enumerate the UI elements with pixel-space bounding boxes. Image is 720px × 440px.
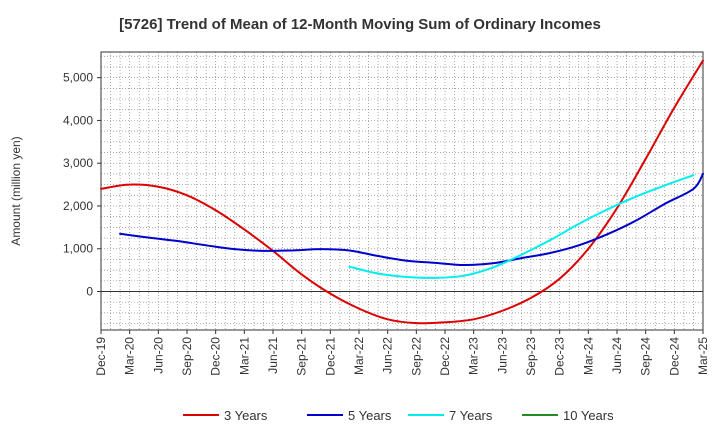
y-tick-label: 5,000 [63, 71, 93, 85]
plot-background [101, 52, 703, 330]
x-tick-label: Jun-24 [610, 337, 624, 374]
x-tick-label: Jun-22 [381, 337, 395, 374]
series-line-3-years [100, 59, 704, 325]
x-tick-label: Mar-25 [696, 337, 710, 375]
x-tick-label: Dec-24 [667, 337, 681, 376]
x-tick-label: Mar-23 [467, 337, 481, 375]
x-tick-label: Mar-20 [123, 337, 137, 375]
y-axis-label: Amount (million yen) [9, 136, 23, 245]
x-tick-label: Jun-21 [266, 337, 280, 374]
legend-label-10-years: 10 Years [563, 408, 614, 423]
legend-label-7-years: 7 Years [449, 408, 493, 423]
x-tick-label: Dec-23 [553, 337, 567, 376]
y-tick-label: 2,000 [63, 199, 93, 213]
x-tick-label: Dec-19 [94, 337, 108, 376]
x-tick-label: Mar-21 [237, 337, 251, 375]
legend-label-3-years: 3 Years [224, 408, 268, 423]
y-tick-label: 3,000 [63, 156, 93, 170]
x-tick-label: Jun-23 [495, 337, 509, 374]
y-tick-label: 4,000 [63, 113, 93, 127]
x-tick-label: Mar-22 [352, 337, 366, 375]
y-tick-label: 0 [86, 285, 93, 299]
x-tick-label: Dec-20 [209, 337, 223, 376]
x-tick-label: Dec-21 [323, 337, 337, 376]
y-tick-label: 1,000 [63, 242, 93, 256]
series-line-5-years [119, 172, 704, 266]
chart-title: [5726] Trend of Mean of 12-Month Moving … [119, 16, 601, 33]
x-tick-label: Sep-21 [295, 337, 309, 376]
x-tick-label: Sep-20 [180, 337, 194, 376]
x-tick-label: Sep-23 [524, 337, 538, 376]
x-tick-label: Dec-22 [438, 337, 452, 376]
x-tick-label: Mar-24 [581, 337, 595, 375]
plot-frame [100, 51, 704, 331]
series-line-7-years [348, 174, 695, 279]
x-tick-label: Sep-22 [409, 337, 423, 376]
x-tick-label: Sep-24 [639, 337, 653, 376]
x-tick-label: Jun-20 [151, 337, 165, 374]
legend-label-5-years: 5 Years [348, 408, 392, 423]
